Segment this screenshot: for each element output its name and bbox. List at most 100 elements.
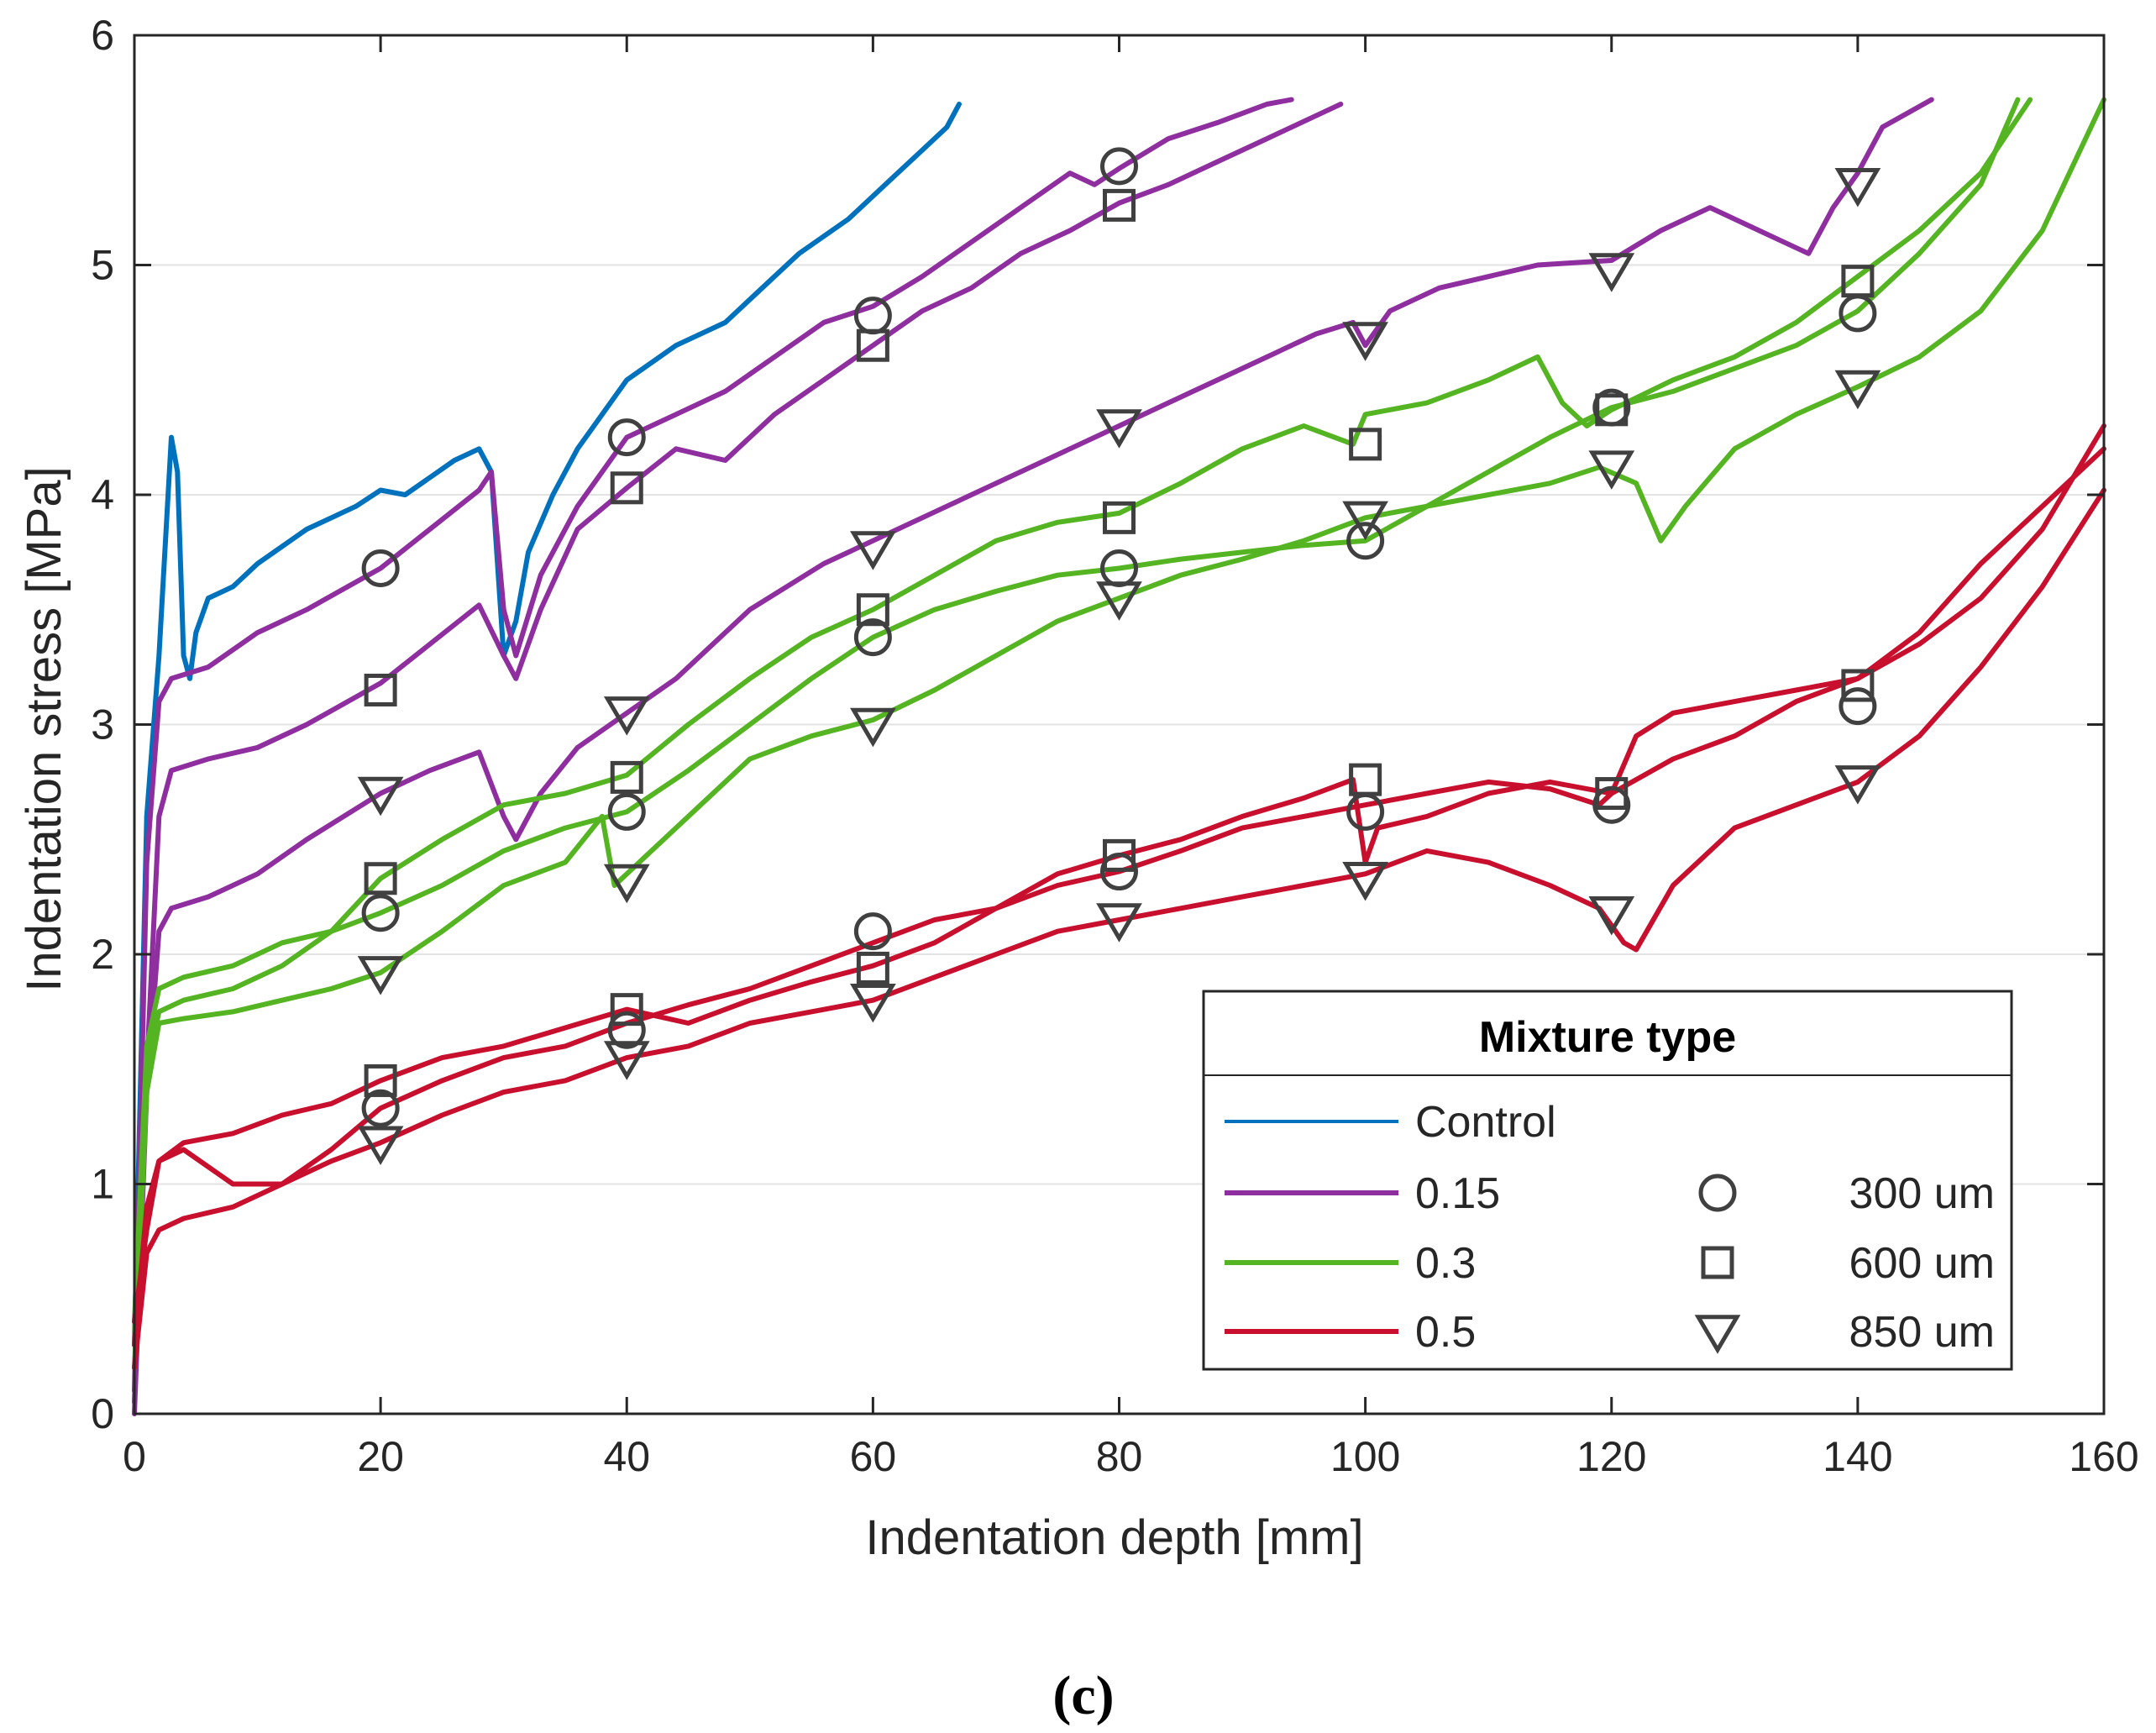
series-line [132, 487, 2106, 1371]
marker-square [1349, 428, 1382, 461]
legend: Mixture type Control 0.15 0.3 0.5 300 um 600… [1202, 990, 2013, 1371]
marker-circle [853, 618, 892, 657]
marker-square [1103, 188, 1136, 222]
marker-circle [853, 912, 892, 951]
marker-triangle-down [1694, 1315, 1741, 1354]
series-line [132, 102, 962, 1347]
y-axis-title: Indentation stress [MPa] [17, 466, 71, 991]
y-tick-label: 4 [91, 471, 114, 518]
legend-line-entries: Control 0.15 0.3 0.5 [1225, 1098, 1556, 1357]
marker-square [856, 328, 889, 362]
y-tick-label: 6 [91, 12, 114, 59]
marker-square [856, 951, 889, 985]
marker-triangle-down [1588, 450, 1635, 490]
legend-marker-label: 300 um [1849, 1169, 1995, 1218]
marker-circle [1100, 147, 1138, 186]
marker-square [610, 760, 643, 794]
x-tick-label: 120 [1576, 1433, 1646, 1480]
legend-marker-label: 850 um [1849, 1308, 1995, 1357]
y-tick-label: 1 [91, 1161, 114, 1208]
marker-circle [1592, 785, 1631, 824]
marker-layer [357, 147, 1881, 1166]
series-line [132, 423, 2106, 1325]
marker-triangle-down [1096, 903, 1142, 943]
marker-triangle-down [1342, 322, 1388, 361]
marker-square [856, 593, 889, 627]
x-tick-label: 60 [850, 1433, 897, 1480]
figure-caption: (c) [1052, 1665, 1114, 1726]
marker-square [1841, 265, 1875, 298]
marker-triangle-down [1096, 409, 1142, 449]
x-tick-label: 140 [1823, 1433, 1892, 1480]
marker-triangle-down [1834, 765, 1881, 805]
series-line [132, 102, 1344, 1405]
marker-triangle-down [357, 1126, 404, 1166]
x-tick-label: 40 [603, 1433, 650, 1480]
marker-square [1841, 669, 1875, 702]
legend-line-label: 0.3 [1415, 1239, 1476, 1288]
marker-triangle-down [850, 707, 896, 748]
marker-circle [1100, 853, 1138, 891]
legend-marker-label: 600 um [1849, 1239, 1995, 1288]
legend-box [1202, 990, 2013, 1371]
marker-square [1103, 501, 1136, 534]
marker-triangle-down [1588, 253, 1635, 292]
y-tick-label: 5 [91, 242, 114, 289]
marker-square [610, 471, 643, 505]
marker-triangle-down [603, 696, 650, 736]
marker-triangle-down [357, 776, 404, 817]
y-tick-labels: 0 1 2 3 4 5 6 [91, 12, 114, 1437]
marker-triangle-down [1096, 581, 1142, 621]
series-layer [132, 97, 2106, 1416]
legend-line-label: 0.15 [1415, 1169, 1500, 1218]
marker-circle [361, 549, 400, 588]
marker-square [1701, 1246, 1734, 1279]
marker-triangle-down [1342, 862, 1388, 901]
x-tick-label: 100 [1330, 1433, 1400, 1480]
y-tick-label: 3 [91, 701, 114, 748]
x-tick-label: 0 [123, 1433, 146, 1480]
marker-circle [1698, 1174, 1737, 1212]
marker-triangle-down [603, 1041, 650, 1080]
marker-circle [1346, 522, 1385, 560]
legend-title: Mixture type [1479, 1013, 1736, 1062]
marker-square [610, 993, 643, 1027]
marker-square [1595, 393, 1629, 427]
marker-square [1349, 763, 1382, 796]
marker-circle [607, 1011, 646, 1049]
x-tick-labels: 0 20 40 60 80 100 120 140 160 [123, 1433, 2139, 1480]
y-tick-label: 0 [91, 1390, 114, 1437]
x-tick-label: 160 [2069, 1433, 2138, 1480]
y-tick-label: 2 [91, 931, 114, 978]
marker-square [364, 862, 397, 895]
marker-square [1595, 777, 1629, 811]
marker-square [1103, 838, 1136, 872]
marker-triangle-down [1834, 168, 1881, 207]
marker-circle [607, 418, 646, 457]
marker-triangle-down [1342, 501, 1388, 541]
marker-circle [607, 792, 646, 831]
marker-triangle-down [1834, 370, 1881, 410]
marker-circle [361, 1089, 400, 1127]
marker-square [364, 1063, 397, 1097]
marker-circle [1839, 687, 1877, 726]
marker-triangle-down [603, 864, 650, 904]
legend-line-label: 0.5 [1415, 1308, 1476, 1357]
marker-circle [1346, 792, 1385, 831]
marker-triangle-down [850, 984, 896, 1023]
x-tick-label: 80 [1096, 1433, 1143, 1480]
axis-ticks [133, 34, 2106, 1415]
marker-triangle-down [357, 956, 404, 995]
x-tick-label: 20 [357, 1433, 404, 1480]
series-line [132, 97, 2033, 1347]
series-line [132, 446, 2106, 1347]
series-line [132, 97, 1294, 1394]
series-line [132, 97, 2106, 1371]
x-axis-title: Indentation depth [mm] [865, 1510, 1363, 1565]
series-line [132, 97, 1934, 1416]
marker-circle [361, 894, 400, 932]
marker-triangle-down [850, 531, 896, 570]
legend-line-label: Control [1415, 1098, 1556, 1147]
marker-square [364, 673, 397, 706]
